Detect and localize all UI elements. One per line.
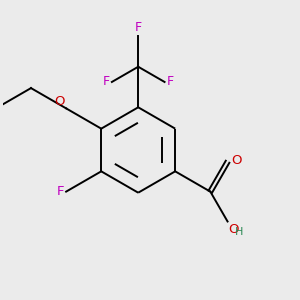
Text: F: F [102, 76, 110, 88]
Text: H: H [235, 227, 244, 237]
Text: O: O [54, 95, 64, 108]
Text: O: O [228, 223, 239, 236]
Text: F: F [167, 76, 174, 88]
Text: F: F [135, 21, 142, 34]
Text: F: F [56, 185, 64, 198]
Text: O: O [231, 154, 242, 167]
